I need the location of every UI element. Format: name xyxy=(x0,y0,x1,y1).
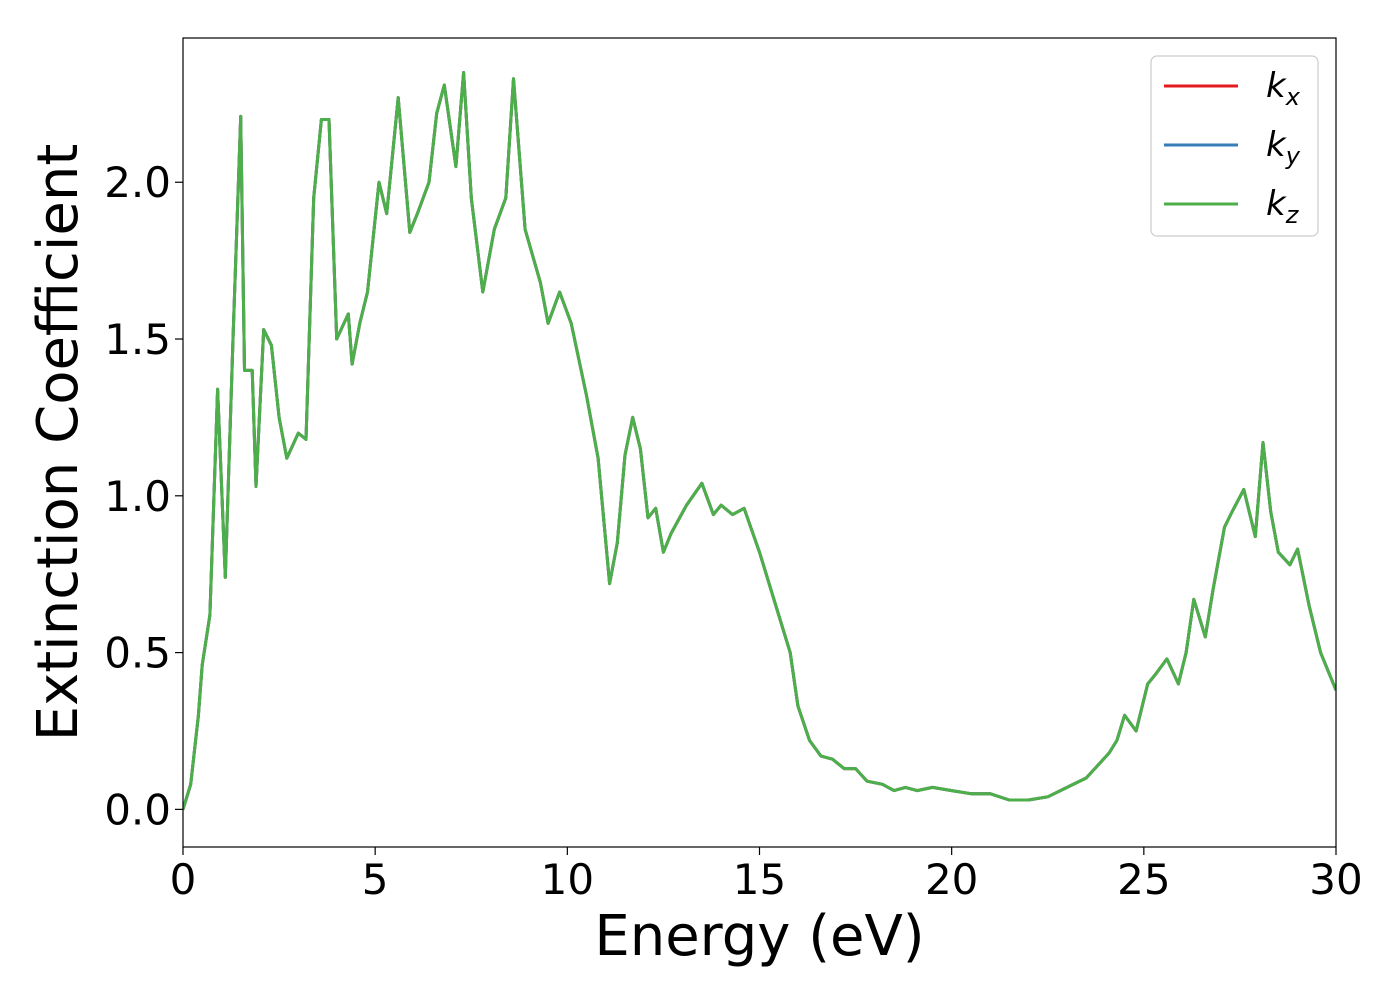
x-tick-label: 10 xyxy=(541,855,594,904)
y-axis-title: Extinction Coefficient xyxy=(26,144,91,742)
series-line-kz xyxy=(183,71,1336,810)
y-tick-label: 0.5 xyxy=(104,629,171,678)
x-tick-label: 0 xyxy=(170,855,197,904)
legend-label: ky xyxy=(1266,125,1301,170)
y-tick-label: 2.0 xyxy=(104,158,171,207)
x-tick-label: 15 xyxy=(733,855,786,904)
x-axis-title: Energy (eV) xyxy=(594,904,924,969)
x-tick-label: 30 xyxy=(1309,855,1362,904)
y-tick-label: 1.0 xyxy=(104,472,171,521)
legend-label: kz xyxy=(1266,184,1300,229)
legend-label: kx xyxy=(1266,66,1301,111)
x-tick-label: 5 xyxy=(362,855,389,904)
series-layer xyxy=(183,71,1336,810)
legend: kx ky kz xyxy=(1150,55,1319,237)
x-tick-label: 25 xyxy=(1117,855,1170,904)
ticks-layer: 0 5 10 15 20 25 30 0.0 0.5 1.0 1.5 2.0 xyxy=(104,158,1363,904)
y-tick-label: 1.5 xyxy=(104,315,171,364)
y-tick-label: 0.0 xyxy=(104,785,171,834)
x-tick-label: 20 xyxy=(925,855,978,904)
